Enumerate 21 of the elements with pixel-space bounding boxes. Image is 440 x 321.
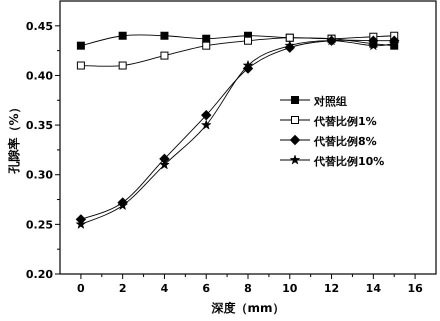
x-tick-label: 0 [77,282,86,295]
x-tick-label: 6 [202,282,210,295]
x-tick-label: 12 [324,282,340,295]
x-tick-label: 10 [282,282,298,295]
x-tick-label: 14 [366,282,382,295]
x-tick-label: 16 [407,282,424,295]
y-tick-label: 0.40 [26,69,54,82]
x-tick-label: 4 [160,282,169,295]
legend-label: 代替比例1% [313,115,377,128]
y-axis-title: 孔隙率（%） [7,101,21,175]
y-tick-label: 0.25 [26,218,53,232]
y-tick-label: 0.30 [26,168,54,182]
legend-label: 代替比例10% [313,155,384,168]
y-tick-label: 0.35 [26,119,53,132]
x-tick-label: 8 [244,282,252,295]
y-tick-label: 0.20 [26,268,54,281]
x-tick-label: 2 [118,282,126,295]
legend-label: 代替比例8% [313,135,377,148]
y-tick-label: 0.45 [26,20,53,33]
legend-label: 对照组 [313,95,347,108]
x-axis-title: 深度（mm） [210,301,285,315]
